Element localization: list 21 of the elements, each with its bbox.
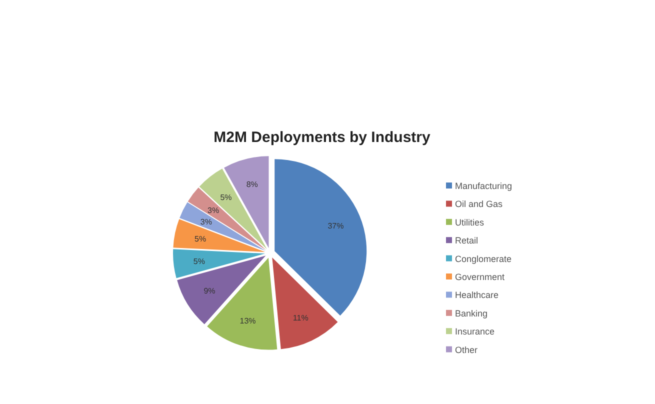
data-label: 5%	[193, 256, 205, 266]
legend-label: Government	[455, 272, 506, 282]
chart-title: M2M Deployments by Industry	[214, 129, 432, 146]
data-label: 9%	[204, 286, 216, 296]
legend-label: Other	[455, 344, 478, 355]
data-label: 3%	[200, 217, 212, 226]
data-label: 5%	[220, 193, 232, 202]
legend-label: Insurance	[455, 326, 495, 337]
legend-label: Banking	[455, 308, 488, 318]
legend-label: Retail	[455, 236, 478, 246]
data-label: 8%	[246, 180, 258, 190]
legend-label: Oil and Gas	[455, 199, 504, 210]
data-label: 5%	[194, 234, 206, 244]
legend-label: Healthcare	[455, 290, 499, 300]
data-label: 37%	[328, 221, 344, 230]
legend-label: Conglomerate	[455, 254, 512, 264]
data-label: 11%	[292, 313, 308, 322]
data-label: 3%	[208, 206, 220, 215]
data-label: 13%	[240, 316, 256, 326]
legend-label: Manufacturing	[455, 181, 512, 191]
legend-label: Utilities	[455, 217, 485, 228]
